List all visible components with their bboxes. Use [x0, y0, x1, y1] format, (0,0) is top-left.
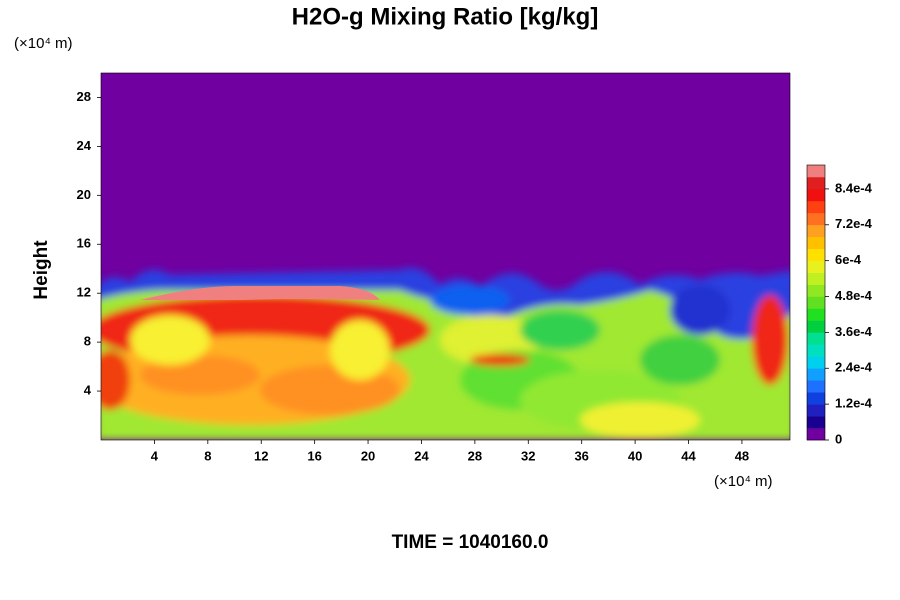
colorbar-band — [807, 356, 825, 369]
colorbar-band — [807, 260, 825, 273]
colorbar-band — [807, 284, 825, 297]
y-unit-label: (×10⁴ m) — [14, 35, 73, 52]
colorbar-tick-label: 1.2e-4 — [835, 396, 873, 411]
colorbar-band — [807, 380, 825, 393]
colorbar-tick-label: 2.4e-4 — [835, 360, 873, 375]
colorbar-band — [807, 212, 825, 226]
colorbar-band — [807, 224, 825, 238]
chart-title: H2O-g Mixing Ratio [kg/kg] — [292, 3, 599, 30]
field-shading — [101, 267, 790, 440]
colorbar-band — [807, 296, 825, 309]
y-tick-label: 24 — [77, 138, 92, 153]
colorbar-band — [807, 392, 825, 405]
colorbar-tick-label: 6e-4 — [835, 252, 862, 267]
field — [101, 73, 790, 440]
colorbar-band — [807, 428, 825, 441]
x-tick-label: 36 — [574, 448, 588, 463]
y-tick-label: 8 — [84, 334, 91, 349]
x-tick-label: 32 — [521, 448, 535, 463]
colorbar-band — [807, 200, 825, 214]
colorbar-tick-label: 7.2e-4 — [835, 216, 873, 231]
field-cap — [140, 285, 380, 300]
y-tick-label: 12 — [77, 285, 91, 300]
colorbar-band — [807, 320, 825, 333]
colorbar-band — [807, 165, 825, 178]
y-tick-label: 28 — [77, 89, 91, 104]
colorbar-frame — [806, 164, 826, 441]
x-tick-label: 4 — [151, 448, 159, 463]
x-tick-label: 16 — [307, 448, 321, 463]
colorbar-band — [807, 404, 825, 417]
x-tick-label: 48 — [735, 448, 749, 463]
colorbar-tick-label: 8.4e-4 — [835, 180, 873, 195]
colorbar-band — [807, 272, 825, 285]
x-unit-label: (×10⁴ m) — [714, 473, 773, 490]
x-tick-label: 28 — [468, 448, 482, 463]
colorbar-band — [807, 308, 825, 321]
footer-time: TIME = 1040160.0 — [392, 532, 549, 553]
colorbar-band — [807, 344, 825, 357]
x-tick-label: 24 — [414, 448, 429, 463]
colorbar-tick-label: 3.6e-4 — [835, 324, 873, 339]
colorbar-band — [807, 236, 825, 249]
x-tick-label: 40 — [628, 448, 642, 463]
colorbar-tick-label: 4.8e-4 — [835, 288, 873, 303]
y-tick-label: 20 — [77, 187, 91, 202]
y-tick-label: 4 — [84, 383, 92, 398]
colorbar-band — [807, 368, 825, 381]
x-tick-label: 20 — [361, 448, 375, 463]
x-tick-label: 12 — [254, 448, 268, 463]
colorbar-band — [807, 248, 825, 261]
y-axis-label: Height — [31, 240, 52, 300]
plot-frame — [100, 72, 791, 441]
colorbar-band — [807, 416, 825, 429]
colorbar-band — [807, 176, 825, 190]
y-tick-label: 16 — [77, 236, 91, 251]
x-tick-label: 44 — [681, 448, 696, 463]
colorbar-band — [807, 332, 825, 345]
x-tick-label: 8 — [204, 448, 211, 463]
colorbar-tick-label: 0 — [835, 431, 842, 446]
colorbar-band — [807, 188, 825, 202]
